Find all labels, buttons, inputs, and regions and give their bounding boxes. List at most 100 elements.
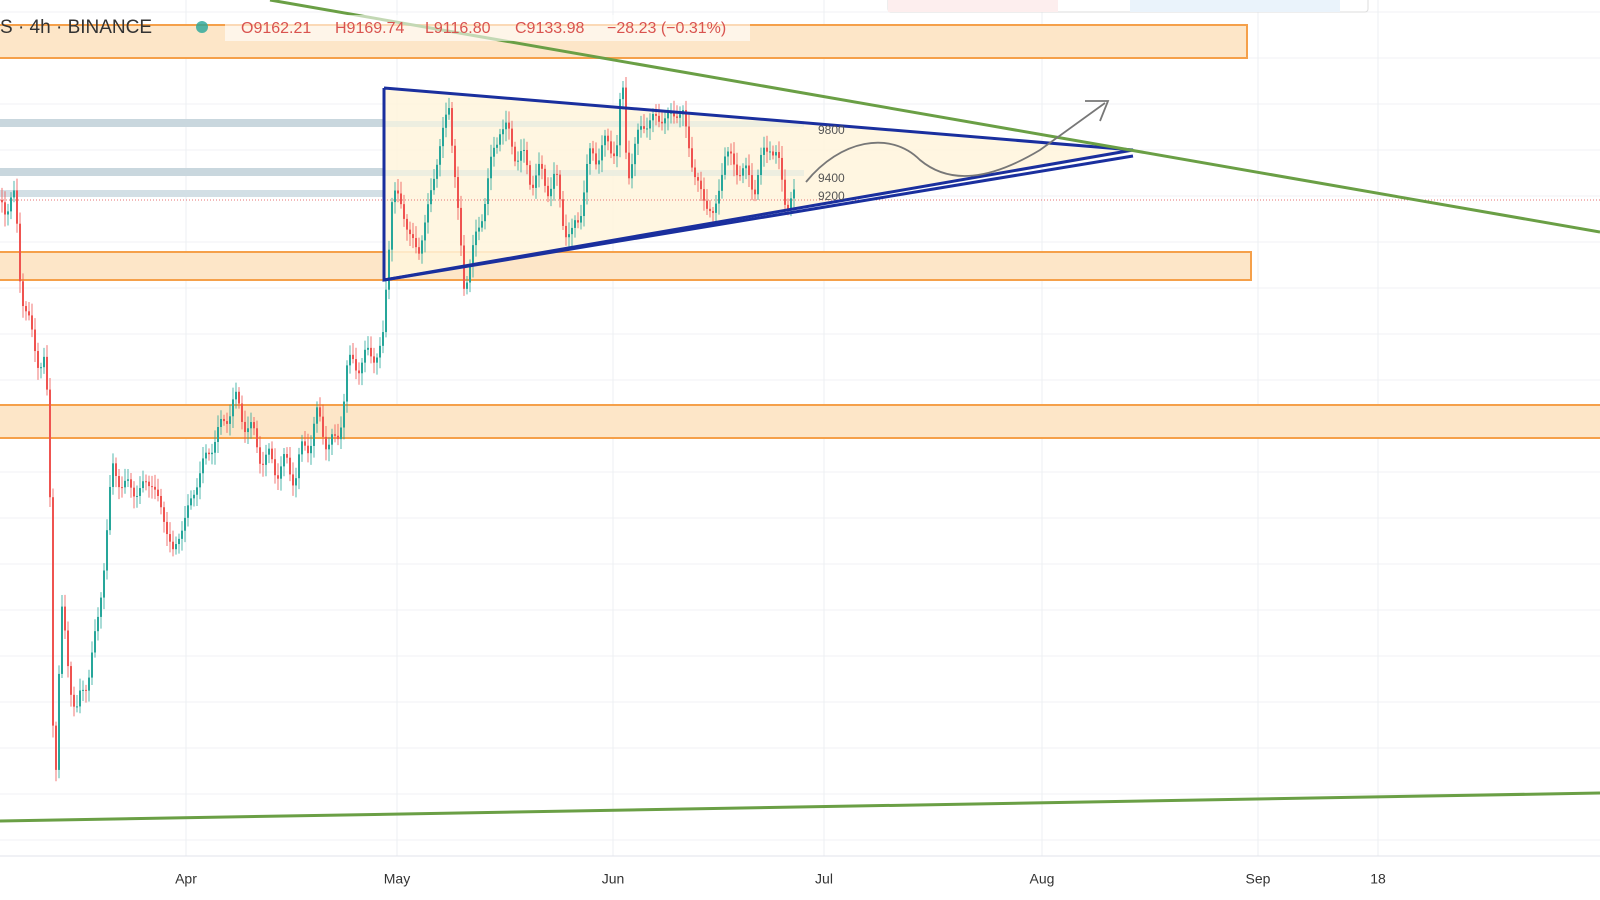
trendline [0, 791, 1600, 823]
candle-body [403, 204, 405, 219]
candle-body [742, 168, 744, 176]
candle-body [541, 163, 543, 169]
candle-body [253, 422, 255, 429]
candle-body [340, 427, 342, 440]
candle-body [427, 204, 429, 223]
support-zone [0, 251, 1252, 281]
candle-body [199, 473, 201, 488]
candle-body [661, 121, 663, 124]
symbol[interactable]: S · 4h · BINANCE [0, 17, 152, 38]
candle-body [202, 458, 204, 474]
candle-body [175, 544, 177, 550]
candle-body [694, 167, 696, 178]
candle-body [238, 391, 240, 404]
candles [1, 77, 795, 782]
candle-body [310, 445, 312, 454]
candle-body [745, 165, 747, 169]
candle-body [436, 164, 438, 179]
candle-body [580, 216, 582, 223]
candle-body [313, 423, 315, 446]
candle-body [520, 151, 522, 161]
candle-body [415, 238, 417, 248]
candle-body [220, 418, 222, 428]
level-bar [384, 121, 804, 127]
candle-body [535, 175, 537, 188]
candle-body [586, 163, 588, 193]
candle-body [34, 329, 36, 352]
candle-body [55, 725, 57, 770]
candle-body [457, 177, 459, 208]
candle-body [709, 208, 711, 212]
candle-body [142, 481, 144, 489]
candle-body [352, 354, 354, 360]
candle-body [115, 463, 117, 477]
candle-body [559, 174, 561, 200]
candle-body [178, 538, 180, 545]
candle-body [16, 190, 18, 224]
candle-body [544, 168, 546, 186]
candle-body [316, 407, 318, 424]
toolbar-buy[interactable] [1130, 0, 1340, 12]
candle-body [322, 416, 324, 437]
candle-body [472, 245, 474, 266]
candle-body [301, 441, 303, 455]
level-label: 9200 [818, 189, 845, 203]
candle-body [307, 445, 309, 454]
candle-body [664, 118, 666, 124]
candle-body [637, 129, 639, 144]
candle-body [382, 332, 384, 346]
support-zone [0, 404, 1600, 439]
candle-body [130, 479, 132, 488]
candle-body [442, 127, 444, 147]
candle-body [625, 87, 627, 153]
candle-body [517, 160, 519, 162]
level-bar [384, 170, 804, 176]
triangle-edge [383, 154, 1134, 282]
candle-body [391, 202, 393, 250]
candle-body [46, 356, 48, 390]
candle-body [565, 225, 567, 238]
ohlc-change: −28.23 (−0.31%) [607, 20, 726, 37]
candle-body [79, 690, 81, 707]
candle-body [226, 421, 228, 424]
candle-body [631, 164, 633, 179]
candle-body [205, 452, 207, 459]
candle-body [331, 434, 333, 445]
candle-body [778, 152, 780, 158]
candle-body [133, 487, 135, 497]
candle-body [184, 517, 186, 531]
candle-body [121, 487, 123, 489]
ohlc-open: O9162.21 [241, 20, 311, 37]
candle-body [229, 416, 231, 424]
candle-body [688, 126, 690, 149]
candle-body [769, 151, 771, 153]
candle-body [412, 234, 414, 239]
candle-body [166, 521, 168, 535]
candle-body [88, 677, 90, 691]
toolbar-sell[interactable] [888, 0, 1058, 12]
candle-body [265, 454, 267, 465]
candle-body [70, 666, 72, 695]
candle-body [277, 475, 279, 479]
candle-body [562, 199, 564, 226]
candle-body [775, 152, 777, 156]
candle-body [262, 463, 264, 465]
candle-body [160, 495, 162, 508]
candle-body [424, 222, 426, 241]
candle-body [256, 428, 258, 448]
candle-body [484, 204, 486, 222]
candle-body [358, 370, 360, 374]
candle-body [574, 220, 576, 228]
candle-body [595, 153, 597, 165]
candle-body [706, 200, 708, 209]
candle-body [151, 486, 153, 488]
candle-body [337, 435, 339, 440]
candle-body [7, 211, 9, 215]
x-tick-label: Jun [602, 871, 625, 887]
candle-body [721, 174, 723, 191]
candle-body [85, 689, 87, 691]
candle-body [190, 498, 192, 506]
candle-body [94, 631, 96, 653]
candle-body [370, 347, 372, 357]
